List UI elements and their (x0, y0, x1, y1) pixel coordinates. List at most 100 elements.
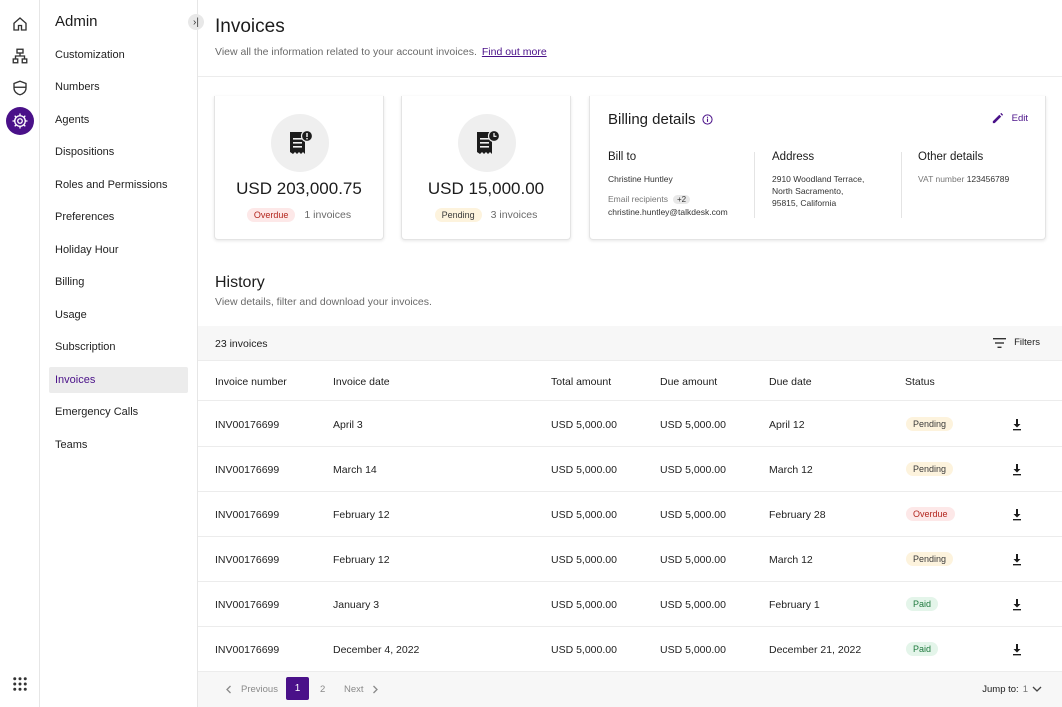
address-heading: Address (772, 151, 815, 163)
status-badge: Pending (906, 417, 954, 431)
cell-due-amount: USD 5,000.00 (660, 464, 726, 476)
cell-invoice-date: January 3 (333, 599, 380, 611)
email-recipients-more[interactable]: +2 (673, 195, 691, 204)
table-row[interactable]: INV00176699 December 4, 2022 USD 5,000.0… (198, 627, 1062, 672)
sidebar: Admin ›| Customization Numbers Agents Di… (40, 0, 204, 707)
sidebar-item-roles[interactable]: Roles and Permissions (55, 179, 168, 191)
chevron-down-icon (1032, 686, 1042, 692)
edit-label: Edit (1011, 113, 1028, 124)
header-divider (198, 76, 1062, 77)
table-row[interactable]: INV00176699 February 12 USD 5,000.00 USD… (198, 492, 1062, 537)
cell-invoice-number: INV00176699 (215, 419, 280, 431)
cell-invoice-date: February 12 (333, 554, 390, 566)
sidebar-item-teams[interactable]: Teams (55, 439, 88, 451)
pending-count: 3 invoices (490, 209, 538, 221)
sidebar-item-emergency-calls[interactable]: Emergency Calls (55, 406, 139, 418)
cell-invoice-number: INV00176699 (215, 509, 280, 521)
download-icon[interactable] (1010, 642, 1024, 656)
icon-rail (0, 0, 40, 707)
filters-button[interactable]: Filters (993, 337, 1040, 348)
home-icon[interactable] (6, 10, 34, 38)
cell-due-date: December 21, 2022 (769, 644, 862, 656)
vat-value: 123456789 (966, 174, 1010, 184)
cell-due-amount: USD 5,000.00 (660, 509, 726, 521)
email-recipients-label: Email recipients (608, 194, 668, 204)
sidebar-item-preferences[interactable]: Preferences (55, 211, 115, 223)
download-icon[interactable] (1010, 462, 1024, 476)
cell-invoice-number: INV00176699 (215, 554, 280, 566)
jump-to-label: Jump to: (982, 684, 1019, 695)
download-icon[interactable] (1010, 597, 1024, 611)
table-row[interactable]: INV00176699 January 3 USD 5,000.00 USD 5… (198, 582, 1062, 627)
sidebar-item-holiday-hour[interactable]: Holiday Hour (55, 244, 119, 256)
gear-icon[interactable] (6, 107, 34, 135)
pending-badge: Pending (434, 208, 482, 222)
column-total-amount[interactable]: Total amount (551, 376, 612, 388)
other-details-heading: Other details (918, 151, 984, 163)
column-due-date[interactable]: Due date (769, 376, 812, 388)
billing-details-card: Billing details Edit Bill to Christine H… (589, 96, 1046, 240)
sidebar-item-usage[interactable]: Usage (55, 309, 87, 321)
billing-title: Billing details (608, 111, 696, 128)
table-row[interactable]: INV00176699 April 3 USD 5,000.00 USD 5,0… (198, 402, 1062, 447)
sidebar-item-agents[interactable]: Agents (55, 114, 90, 126)
status-badge: Paid (906, 642, 939, 656)
overdue-count: 1 invoices (304, 209, 352, 221)
download-icon[interactable] (1010, 552, 1024, 566)
table-toolbar: 23 invoices Filters (198, 326, 1062, 361)
status-badge: Paid (906, 597, 939, 611)
sidebar-item-dispositions[interactable]: Dispositions (55, 146, 115, 158)
download-icon[interactable] (1010, 507, 1024, 521)
overdue-summary-card: USD 203,000.75 Overdue 1 invoices (214, 96, 384, 240)
sidebar-item-invoices[interactable]: Invoices (49, 367, 188, 393)
table-row[interactable]: INV00176699 February 12 USD 5,000.00 USD… (198, 537, 1062, 582)
cell-invoice-date: February 12 (333, 509, 390, 521)
cell-invoice-date: December 4, 2022 (333, 644, 420, 656)
edit-billing-button[interactable]: Edit (991, 112, 1028, 125)
flow-icon[interactable] (6, 42, 34, 70)
cell-due-date: February 28 (769, 509, 826, 521)
page-subtitle-text: View all the information related to your… (215, 46, 477, 58)
page-2-button[interactable]: 2 (320, 684, 326, 695)
cell-due-date: April 12 (769, 419, 805, 431)
pagination: Previous 1 2 Next Jump to: 1 (198, 672, 1062, 707)
previous-page-button[interactable]: Previous (241, 684, 278, 695)
column-invoice-number[interactable]: Invoice number (215, 376, 287, 388)
find-out-more-link[interactable]: Find out more (481, 46, 547, 58)
column-due-amount[interactable]: Due amount (660, 376, 718, 388)
cell-due-date: March 12 (769, 464, 813, 476)
main-content: Invoices View all the information relate… (198, 0, 1062, 707)
table-row[interactable]: INV00176699 March 14 USD 5,000.00 USD 5,… (198, 447, 1062, 492)
apps-grid-icon[interactable] (6, 670, 34, 698)
cell-due-date: March 12 (769, 554, 813, 566)
cell-total-amount: USD 5,000.00 (551, 644, 617, 656)
chevron-left-icon[interactable] (225, 685, 232, 694)
cell-invoice-number: INV00176699 (215, 644, 280, 656)
jump-to-page[interactable]: Jump to: 1 (982, 684, 1042, 695)
cell-invoice-number: INV00176699 (215, 464, 280, 476)
column-status[interactable]: Status (905, 376, 935, 388)
collapse-sidebar-button[interactable]: ›| (188, 14, 204, 30)
cell-due-amount: USD 5,000.00 (660, 599, 726, 611)
sidebar-item-subscription[interactable]: Subscription (55, 341, 116, 353)
column-invoice-date[interactable]: Invoice date (333, 376, 390, 388)
sidebar-item-customization[interactable]: Customization (55, 49, 125, 61)
cell-invoice-date: April 3 (333, 419, 363, 431)
bill-to-heading: Bill to (608, 151, 637, 163)
sidebar-item-billing[interactable]: Billing (55, 276, 85, 288)
info-icon[interactable] (701, 114, 713, 125)
download-icon[interactable] (1010, 417, 1024, 431)
cell-invoice-date: March 14 (333, 464, 377, 476)
overdue-badge: Overdue (246, 208, 296, 222)
cell-due-date: February 1 (769, 599, 820, 611)
status-badge: Pending (906, 552, 954, 566)
page-1-button[interactable]: 1 (286, 677, 309, 700)
sidebar-item-numbers[interactable]: Numbers (55, 81, 100, 93)
jump-to-value: 1 (1022, 684, 1028, 695)
next-page-button[interactable]: Next (344, 684, 364, 695)
bill-to-email: christine.huntley@talkdesk.com (608, 207, 728, 217)
history-subtitle: View details, filter and download your i… (215, 296, 432, 308)
chevron-right-icon[interactable] (372, 685, 379, 694)
shield-icon[interactable] (6, 74, 34, 102)
status-badge: Overdue (906, 507, 955, 521)
